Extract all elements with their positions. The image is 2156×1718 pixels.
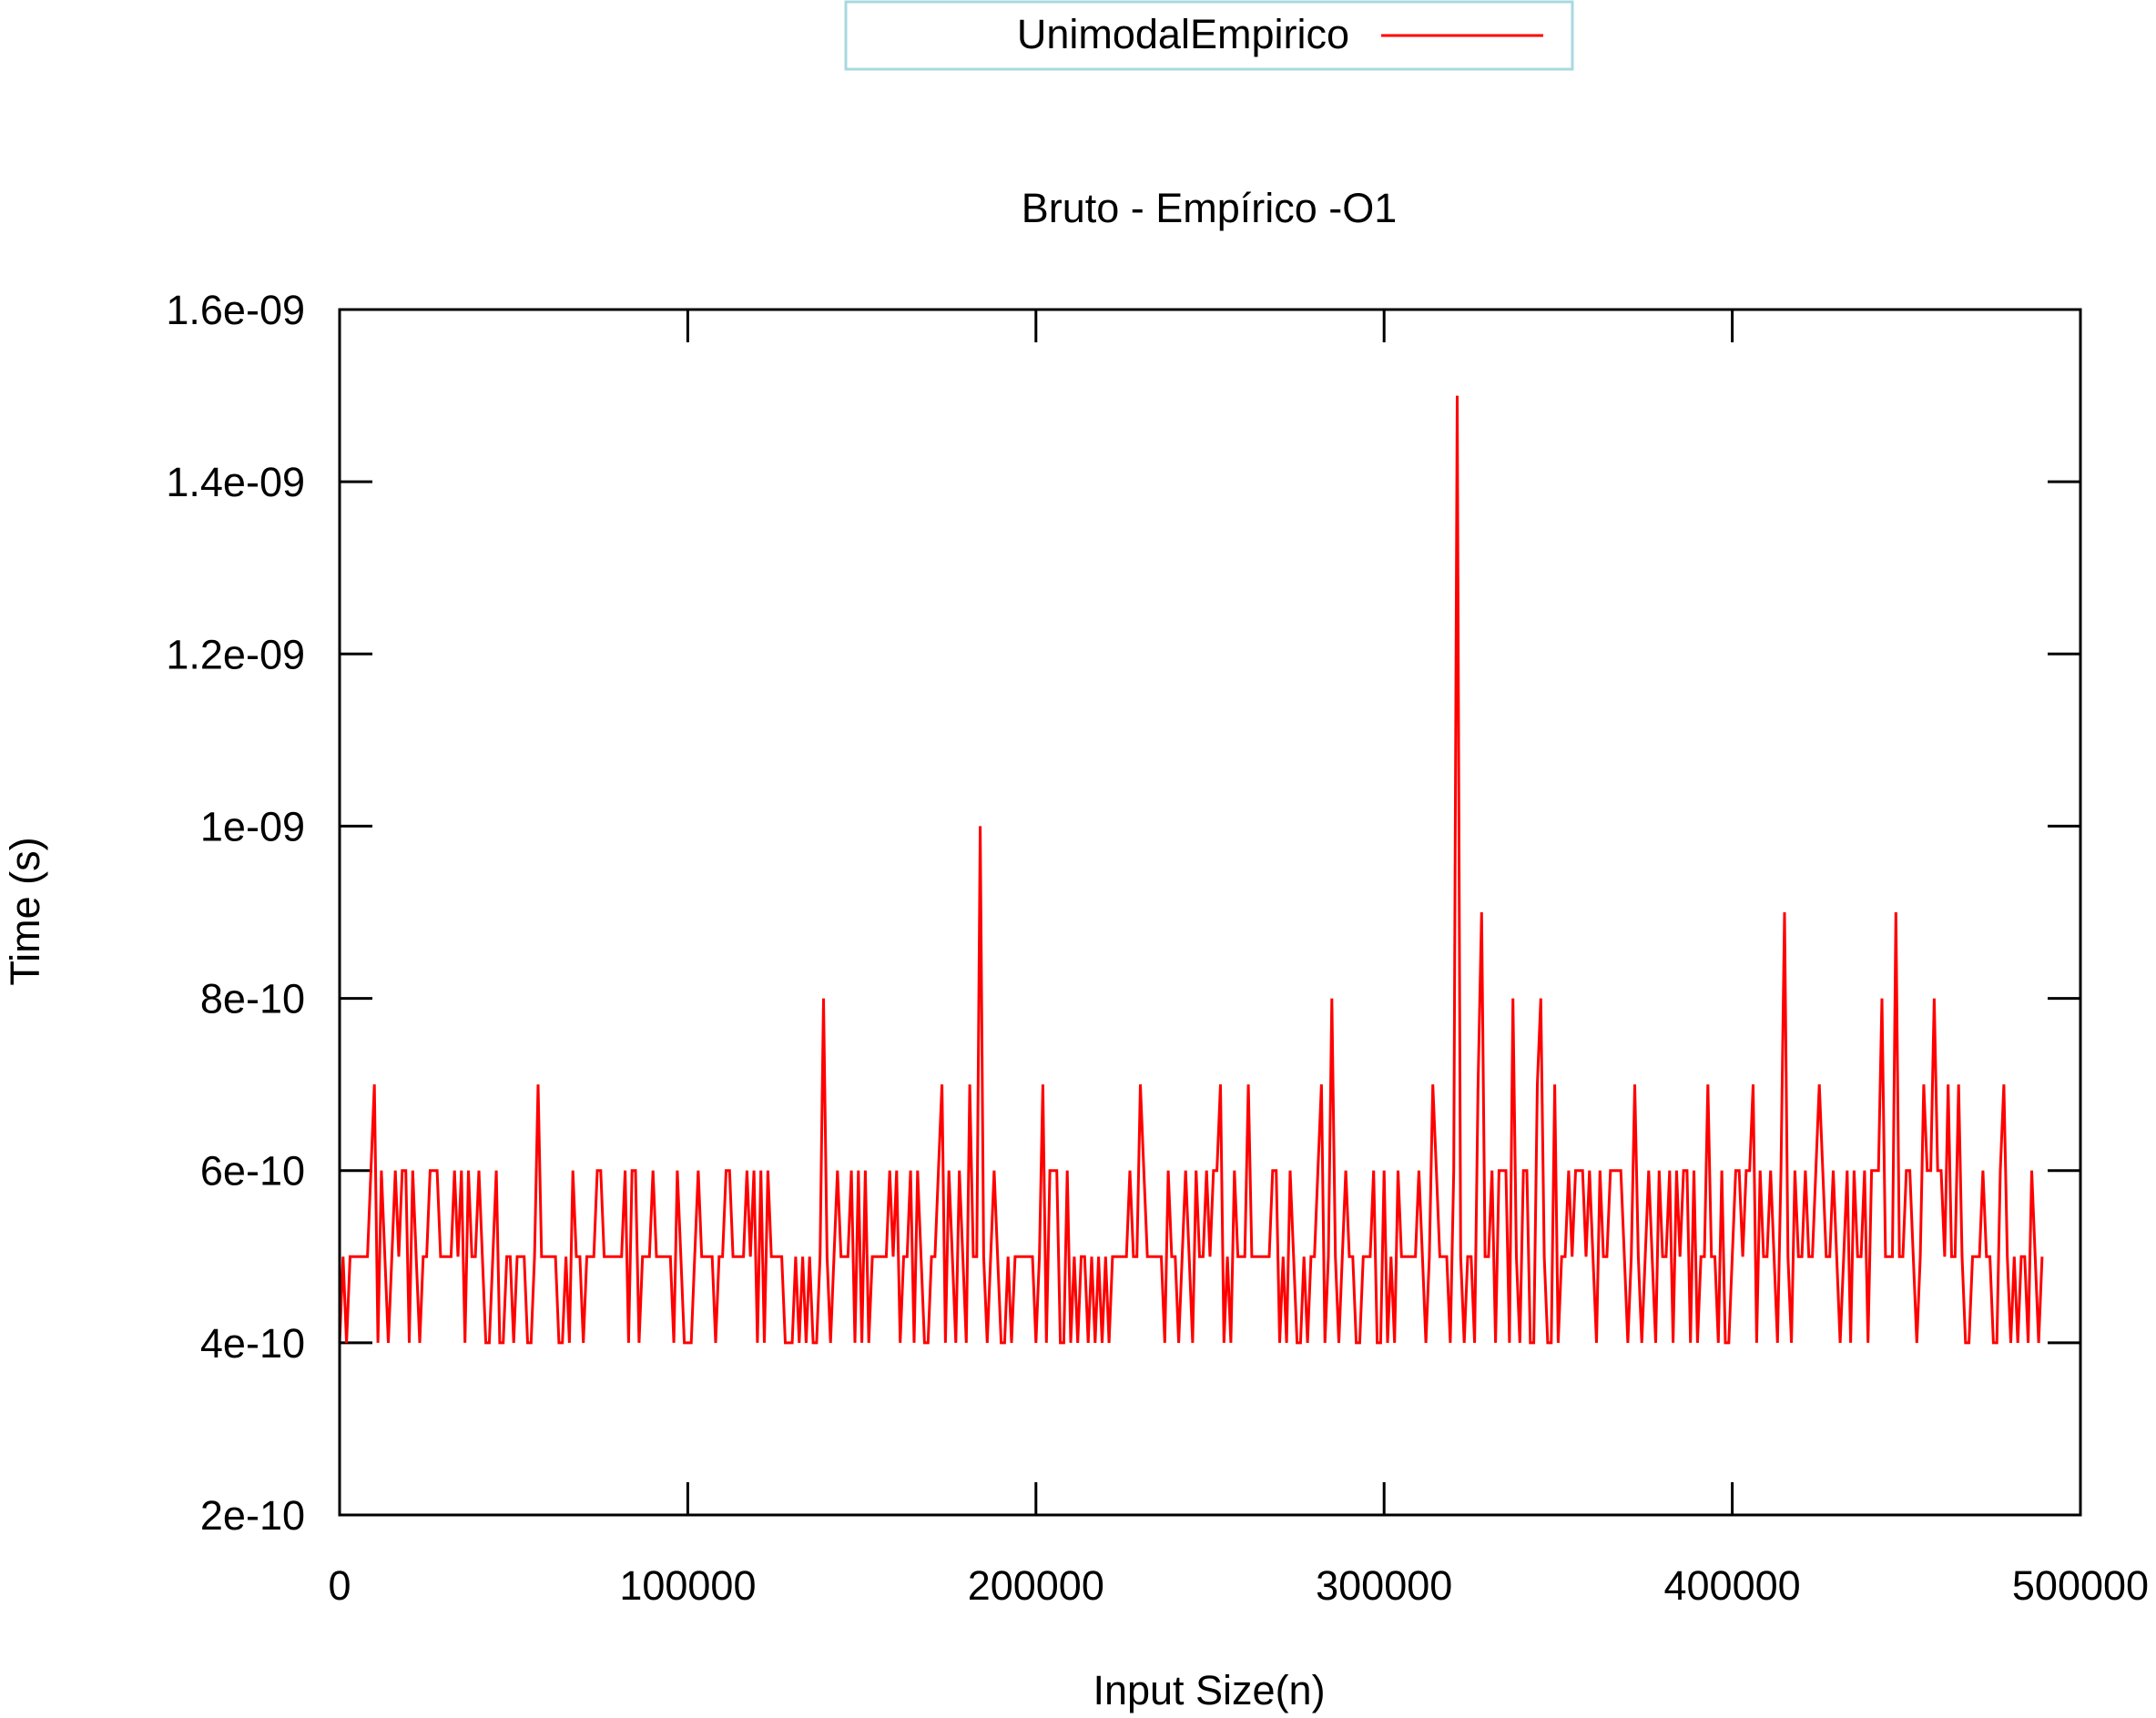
y-tick-label: 1.4e-09 <box>166 459 305 505</box>
x-axis-label: Input Size(n) <box>1093 1667 1325 1713</box>
legend-label: UnimodalEmpirico <box>1017 11 1349 57</box>
x-tick-label: 400000 <box>1664 1562 1801 1609</box>
y-tick-label: 1.2e-09 <box>166 631 305 677</box>
x-tick-label: 0 <box>328 1562 351 1609</box>
y-tick-label: 1e-09 <box>200 803 305 849</box>
chart-title: Bruto - Empírico -O1 <box>1022 185 1398 231</box>
plot-frame <box>338 308 2082 1517</box>
x-tick-label: 200000 <box>968 1562 1104 1609</box>
y-axis-label: Time (s) <box>2 837 48 985</box>
tick-labels: 0 100000 200000 300000 400000 500000 2e-10 4e-1… <box>166 287 2149 1609</box>
series-layer <box>338 395 2044 1345</box>
y-tick-label: 2e-10 <box>200 1492 305 1539</box>
x-tick-label: 500000 <box>2012 1562 2149 1609</box>
y-tick-label: 1.6e-09 <box>166 287 305 333</box>
y-tick-label: 4e-10 <box>200 1320 305 1367</box>
y-tick-label: 6e-10 <box>200 1148 305 1194</box>
legend: UnimodalEmpirico <box>844 0 1574 71</box>
y-tick-label: 8e-10 <box>200 976 305 1022</box>
ticks <box>338 308 2082 1517</box>
series-line <box>338 395 2044 1345</box>
x-tick-label: 100000 <box>619 1562 756 1609</box>
x-tick-label: 300000 <box>1316 1562 1452 1609</box>
